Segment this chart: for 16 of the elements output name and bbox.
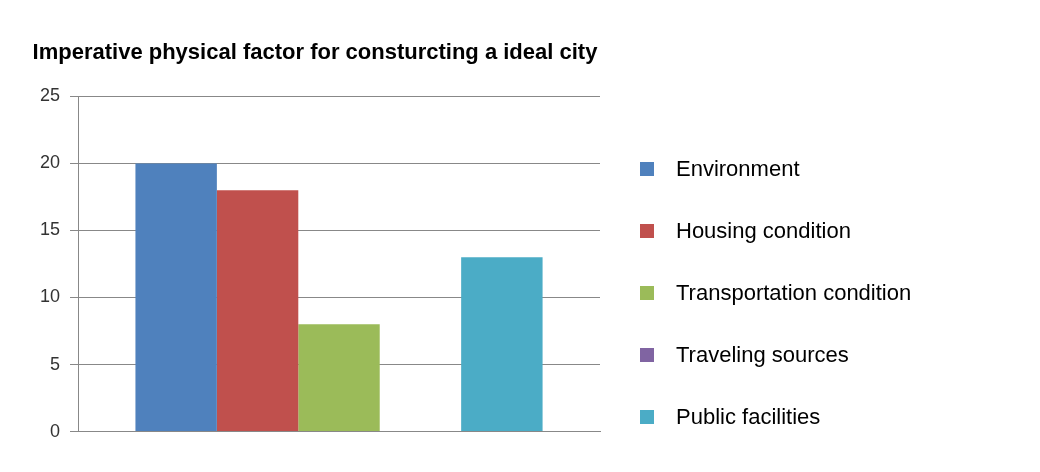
legend-label: Public facilities: [676, 404, 821, 430]
chart-title: Imperative physical factor for consturcting a ideal city: [32, 39, 599, 65]
legend-label: Traveling sources: [676, 342, 849, 368]
bar: [461, 257, 543, 432]
bar: [216, 190, 299, 432]
y-tick-label: 5: [50, 353, 61, 374]
y-tick-label: 20: [39, 152, 61, 173]
y-tick-label: 0: [50, 420, 61, 441]
y-tick-label: 15: [39, 219, 61, 240]
legend-label: Housing condition: [676, 218, 851, 244]
y-tick-label: 25: [39, 85, 61, 106]
bar: [298, 324, 380, 432]
bar: [135, 163, 217, 432]
legend-label: Transportation condition: [676, 280, 912, 306]
legend-label: Environment: [676, 156, 800, 182]
y-tick-label: 10: [39, 286, 61, 307]
